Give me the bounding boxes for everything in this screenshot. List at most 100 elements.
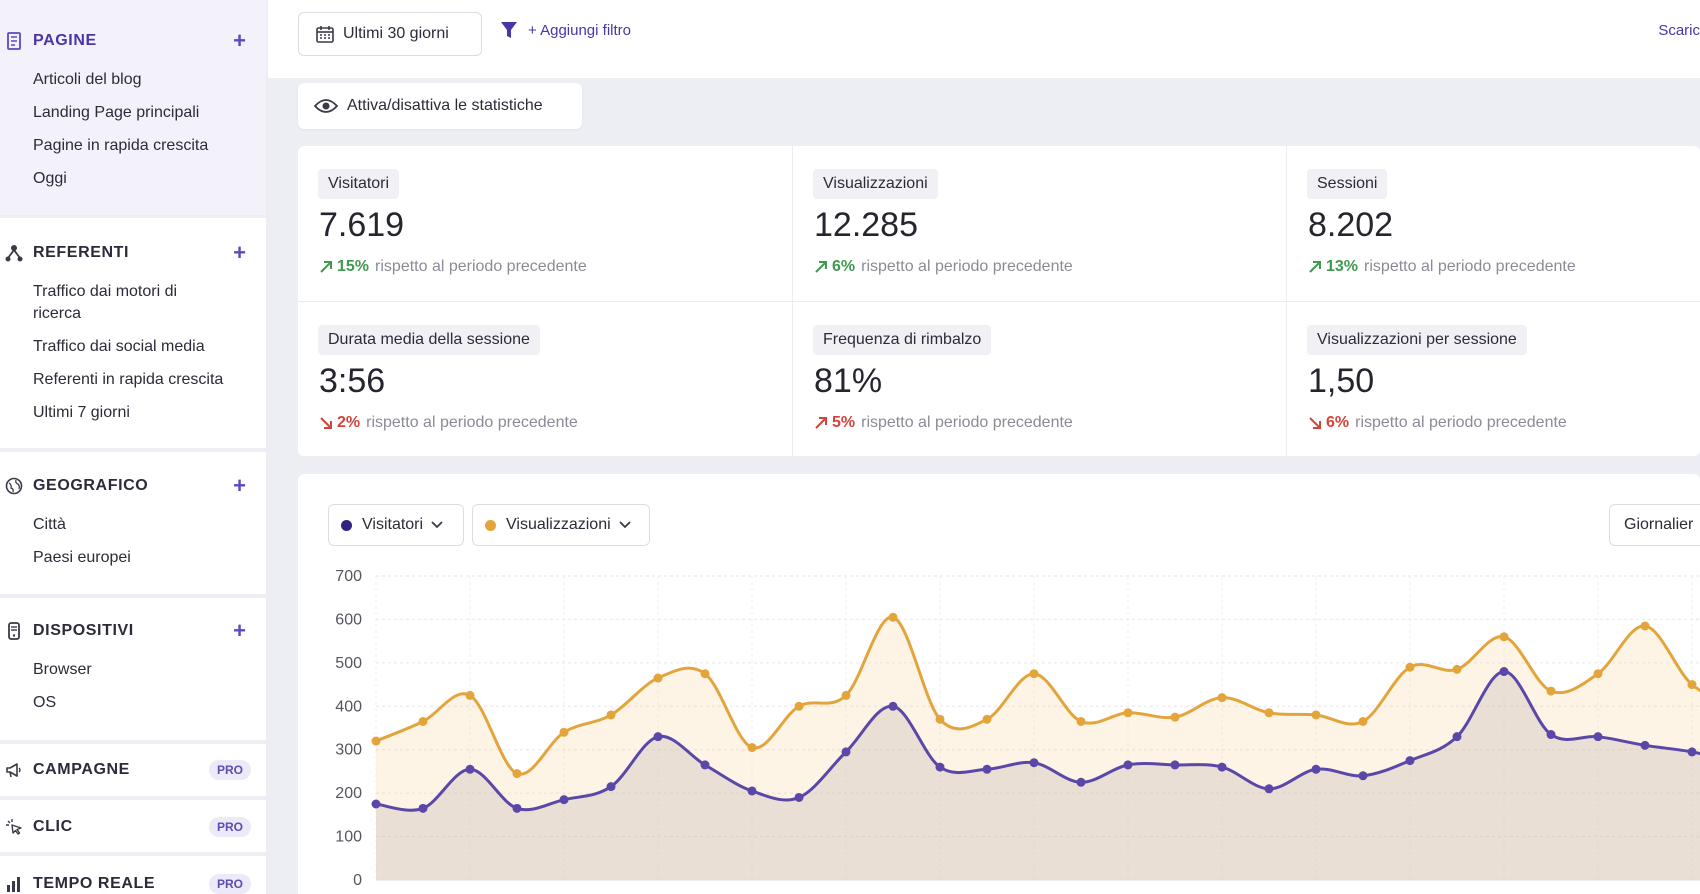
metric-select-pageviews[interactable]: Visualizzazioni — [472, 504, 650, 546]
sidebar-item[interactable]: Città — [33, 516, 66, 533]
add-icon[interactable]: + — [233, 473, 246, 498]
sidebar-section-pagine: PAGINE + Articoli del blog Landing Page … — [0, 0, 266, 215]
sidebar-item[interactable]: OS — [33, 694, 57, 711]
data-point — [371, 736, 381, 746]
device-icon — [5, 622, 23, 640]
date-range-button[interactable]: Ultimi 30 giorni — [298, 12, 482, 56]
sidebar-item[interactable]: Paesi europei — [33, 549, 131, 566]
stat-label: Visualizzazioni per sessione — [1307, 325, 1527, 355]
stat-comparison: 6% rispetto al periodo precedente — [1308, 414, 1567, 432]
sidebar-item[interactable]: Traffico dai social media — [33, 338, 205, 355]
sidebar-header-clic[interactable]: CLIC PRO — [0, 814, 266, 840]
data-point — [371, 799, 381, 809]
sidebar-section-clic[interactable]: CLIC PRO — [0, 800, 266, 852]
sidebar-header-pagine[interactable]: PAGINE + — [0, 28, 266, 54]
data-point — [653, 732, 663, 742]
stat-card-bounce-rate[interactable]: Frequenza di rimbalzo 81% 5% rispetto al… — [792, 301, 1286, 456]
stat-value: 8.202 — [1308, 206, 1394, 244]
add-filter-button[interactable]: + Aggiungi filtro — [500, 20, 631, 40]
stat-comparison-text: rispetto al periodo precedente — [375, 258, 587, 275]
arrow-down-right-icon — [1309, 417, 1321, 429]
add-icon[interactable]: + — [233, 28, 246, 53]
data-point — [1123, 708, 1133, 718]
stat-card-sessions[interactable]: Sessioni 8.202 13% rispetto al periodo p… — [1286, 146, 1700, 301]
metric-select-visitors[interactable]: Visitatori — [328, 504, 464, 546]
stat-value: 1,50 — [1308, 362, 1375, 400]
sidebar-item[interactable]: Referenti in rapida crescita — [33, 371, 224, 388]
sidebar-section-geografico: GEOGRAFICO + Città Paesi europei — [0, 452, 266, 594]
chevron-down-icon — [431, 521, 443, 529]
sidebar-title: PAGINE — [33, 32, 97, 49]
data-point — [1687, 680, 1697, 690]
sidebar-section-campagne[interactable]: CAMPAGNE PRO — [0, 744, 266, 796]
stat-change: 2% — [337, 414, 361, 431]
stat-comparison-text: rispetto al periodo precedente — [1364, 258, 1576, 275]
stat-card-pageviews[interactable]: Visualizzazioni 12.285 6% rispetto al pe… — [792, 146, 1286, 301]
sidebar-header-geografico[interactable]: GEOGRAFICO + — [0, 473, 266, 499]
sidebar-item[interactable]: Landing Page principali — [33, 104, 200, 121]
data-point — [418, 716, 428, 726]
sidebar-item[interactable]: Ultimi 7 giorni — [33, 404, 130, 421]
data-point — [1311, 764, 1321, 774]
stat-change: 6% — [1326, 414, 1350, 431]
stat-label: Frequenza di rimbalzo — [813, 325, 992, 355]
stat-card-visitors[interactable]: Visitatori 7.619 15% rispetto al periodo… — [298, 146, 792, 301]
series-area — [376, 671, 1700, 880]
stat-label: Durata media della sessione — [318, 325, 540, 355]
stat-comparison-text: rispetto al periodo precedente — [366, 414, 578, 431]
stats-panel: Visitatori 7.619 15% rispetto al periodo… — [298, 146, 1700, 456]
chart-card: Visitatori Visualizzazioni Giornalier 0 1… — [298, 474, 1700, 894]
sidebar-item[interactable]: Traffico dai motori di ricerca — [33, 283, 178, 322]
download-button[interactable]: Scaric — [1658, 22, 1700, 39]
data-point — [1311, 710, 1321, 720]
sidebar-item[interactable]: Articoli del blog — [33, 71, 142, 88]
sidebar-header-campagne[interactable]: CAMPAGNE PRO — [0, 757, 266, 783]
stat-card-avg-session[interactable]: Durata media della sessione 3:56 2% risp… — [298, 301, 792, 456]
add-icon[interactable]: + — [233, 618, 246, 643]
eye-icon — [314, 99, 338, 113]
stat-change: 6% — [832, 258, 856, 275]
sidebar-title: TEMPO REALE — [33, 875, 156, 892]
stat-comparison-text: rispetto al periodo precedente — [1355, 414, 1567, 431]
sidebar-section-tempo-reale[interactable]: TEMPO REALE PRO — [0, 856, 266, 894]
data-point — [1358, 771, 1368, 781]
data-point — [1452, 732, 1462, 742]
y-tick-label: 600 — [335, 611, 362, 628]
stat-label: Visualizzazioni — [813, 169, 938, 199]
data-point — [1499, 667, 1509, 677]
sidebar-item[interactable]: Pagine in rapida crescita — [33, 137, 209, 154]
sidebar-header-dispositivi[interactable]: DISPOSITIVI + — [0, 618, 266, 644]
stat-comparison-text: rispetto al periodo precedente — [861, 258, 1073, 275]
legend-dot — [485, 519, 496, 531]
stat-value: 81% — [814, 362, 883, 400]
add-filter-label: + Aggiungi filtro — [528, 21, 631, 39]
stat-comparison: 2% rispetto al periodo precedente — [319, 414, 578, 432]
sidebar-section-dispositivi: DISPOSITIVI + Browser OS — [0, 598, 266, 740]
sidebar-item[interactable]: Oggi — [33, 170, 67, 187]
sidebar-header-tempo-reale[interactable]: TEMPO REALE PRO — [0, 871, 266, 894]
add-icon[interactable]: + — [233, 240, 246, 265]
granularity-select[interactable]: Giornalier — [1609, 504, 1700, 546]
pro-badge: PRO — [208, 760, 251, 780]
data-point — [888, 701, 898, 711]
filter-icon — [501, 22, 517, 38]
data-point — [1640, 621, 1650, 631]
data-point — [1123, 760, 1133, 770]
data-point — [982, 714, 992, 724]
stat-change: 13% — [1326, 258, 1359, 275]
data-point — [1217, 762, 1227, 772]
sidebar-header-referenti[interactable]: REFERENTI + — [0, 240, 266, 266]
stat-change: 15% — [337, 258, 370, 275]
stat-comparison-text: rispetto al periodo precedente — [861, 414, 1073, 431]
line-chart: 0 100 200 300 400 500 600 700 — [335, 568, 1700, 889]
toggle-stats-button[interactable]: Attiva/disattiva le statistiche — [298, 83, 582, 129]
referrer-icon — [5, 244, 23, 262]
y-tick-label: 400 — [335, 698, 362, 715]
data-point — [559, 727, 569, 737]
stat-comparison: 6% rispetto al periodo precedente — [814, 258, 1073, 276]
stat-card-views-per-session[interactable]: Visualizzazioni per sessione 1,50 6% ris… — [1286, 301, 1700, 456]
data-point — [747, 743, 757, 753]
arrow-up-right-icon — [320, 261, 332, 273]
data-point — [1358, 716, 1368, 726]
sidebar-item[interactable]: Browser — [33, 661, 92, 678]
